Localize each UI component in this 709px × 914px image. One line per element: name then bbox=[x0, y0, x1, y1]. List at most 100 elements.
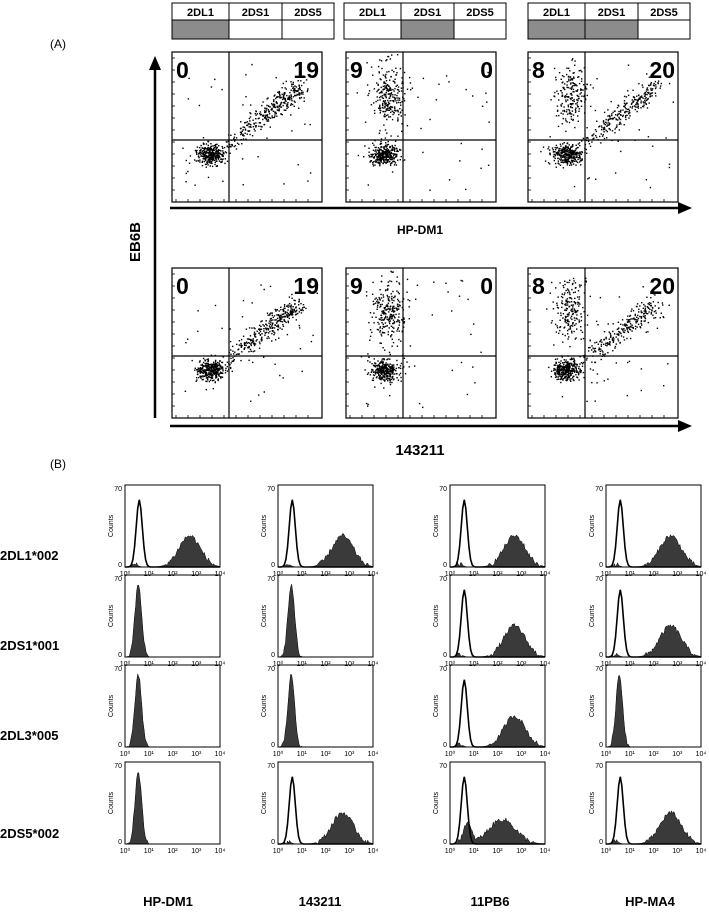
event-dot bbox=[569, 292, 571, 294]
event-dot bbox=[254, 334, 256, 336]
event-dot bbox=[273, 315, 276, 317]
event-dot bbox=[409, 345, 412, 347]
event-dot bbox=[381, 67, 383, 70]
event-dot bbox=[216, 365, 218, 368]
event-dot bbox=[387, 284, 390, 287]
event-dot bbox=[392, 305, 394, 308]
event-dot bbox=[201, 364, 203, 367]
event-dot bbox=[459, 160, 461, 162]
event-dot bbox=[382, 300, 384, 302]
event-dot bbox=[227, 146, 230, 148]
event-dots bbox=[540, 58, 674, 189]
event-dot bbox=[218, 145, 220, 147]
event-dot bbox=[379, 371, 381, 374]
event-dot bbox=[369, 160, 372, 162]
event-dot bbox=[619, 114, 622, 116]
event-dot bbox=[594, 351, 596, 353]
event-dot bbox=[649, 186, 652, 189]
event-dot bbox=[389, 157, 391, 160]
event-dot bbox=[585, 277, 587, 279]
event-dot bbox=[578, 373, 580, 375]
event-dot bbox=[384, 76, 387, 78]
event-dot bbox=[272, 316, 274, 319]
event-dot bbox=[200, 144, 202, 147]
x-tick-label: 10⁰ bbox=[445, 570, 456, 578]
event-dot bbox=[309, 172, 312, 174]
event-dot bbox=[562, 143, 564, 145]
event-dot bbox=[387, 155, 389, 157]
x-tick-label: 10⁰ bbox=[601, 847, 612, 855]
event-dot bbox=[617, 113, 619, 115]
event-dot bbox=[593, 133, 595, 135]
event-dot bbox=[571, 363, 573, 365]
event-dot bbox=[207, 161, 209, 163]
event-dot bbox=[235, 353, 238, 356]
event-dot bbox=[391, 159, 393, 161]
event-dot bbox=[247, 342, 250, 344]
event-dot bbox=[380, 372, 382, 374]
event-dot bbox=[385, 325, 387, 327]
event-dot bbox=[610, 100, 612, 103]
event-dot bbox=[568, 153, 571, 156]
event-dot bbox=[557, 369, 559, 371]
event-dot bbox=[383, 146, 385, 148]
event-dot bbox=[283, 101, 286, 103]
event-dot bbox=[378, 367, 381, 370]
event-dot bbox=[258, 328, 260, 330]
event-dot bbox=[389, 79, 391, 81]
event-dot bbox=[220, 158, 222, 161]
event-dot bbox=[371, 155, 373, 157]
event-dot bbox=[625, 103, 627, 105]
event-dot bbox=[217, 374, 220, 376]
event-dot bbox=[263, 330, 265, 332]
event-dot bbox=[396, 359, 398, 362]
event-dot bbox=[379, 105, 381, 108]
event-dot bbox=[249, 335, 252, 337]
event-dot bbox=[283, 310, 285, 312]
event-dot bbox=[416, 284, 419, 286]
event-dot bbox=[377, 304, 379, 306]
event-dot bbox=[255, 114, 257, 116]
event-dot bbox=[406, 291, 408, 293]
event-dot bbox=[401, 130, 403, 133]
event-dot bbox=[211, 375, 214, 377]
event-dot bbox=[211, 155, 213, 157]
event-dot bbox=[284, 99, 287, 102]
event-dot bbox=[651, 306, 654, 309]
event-dot bbox=[218, 373, 221, 375]
event-dot bbox=[379, 370, 382, 373]
event-dot bbox=[563, 159, 565, 161]
event-dot bbox=[212, 155, 215, 157]
event-dot bbox=[381, 275, 383, 277]
event-dot bbox=[647, 91, 649, 94]
event-dot bbox=[266, 324, 268, 327]
event-dot bbox=[579, 144, 581, 147]
event-dot bbox=[199, 375, 201, 377]
event-dot bbox=[376, 376, 378, 378]
event-dot bbox=[276, 109, 279, 111]
event-dot bbox=[278, 96, 281, 98]
event-dot bbox=[564, 319, 567, 322]
event-dot bbox=[643, 320, 645, 322]
event-dot bbox=[567, 67, 570, 69]
event-dot bbox=[654, 92, 657, 94]
event-dot bbox=[400, 90, 403, 92]
event-dot bbox=[650, 304, 652, 307]
event-dot bbox=[383, 359, 385, 361]
event-dot bbox=[614, 347, 616, 349]
event-dot bbox=[581, 151, 583, 153]
event-dot bbox=[398, 316, 400, 318]
event-dot bbox=[277, 91, 279, 93]
event-dot bbox=[383, 371, 386, 374]
event-dot bbox=[194, 367, 196, 369]
event-dot bbox=[565, 145, 567, 148]
event-dot bbox=[592, 347, 594, 349]
event-dot bbox=[554, 368, 556, 370]
event-dot bbox=[559, 362, 562, 365]
event-dot bbox=[388, 150, 390, 152]
event-dot bbox=[388, 327, 390, 329]
event-dot bbox=[563, 154, 565, 156]
event-dot bbox=[254, 333, 257, 335]
event-dot bbox=[395, 367, 398, 370]
